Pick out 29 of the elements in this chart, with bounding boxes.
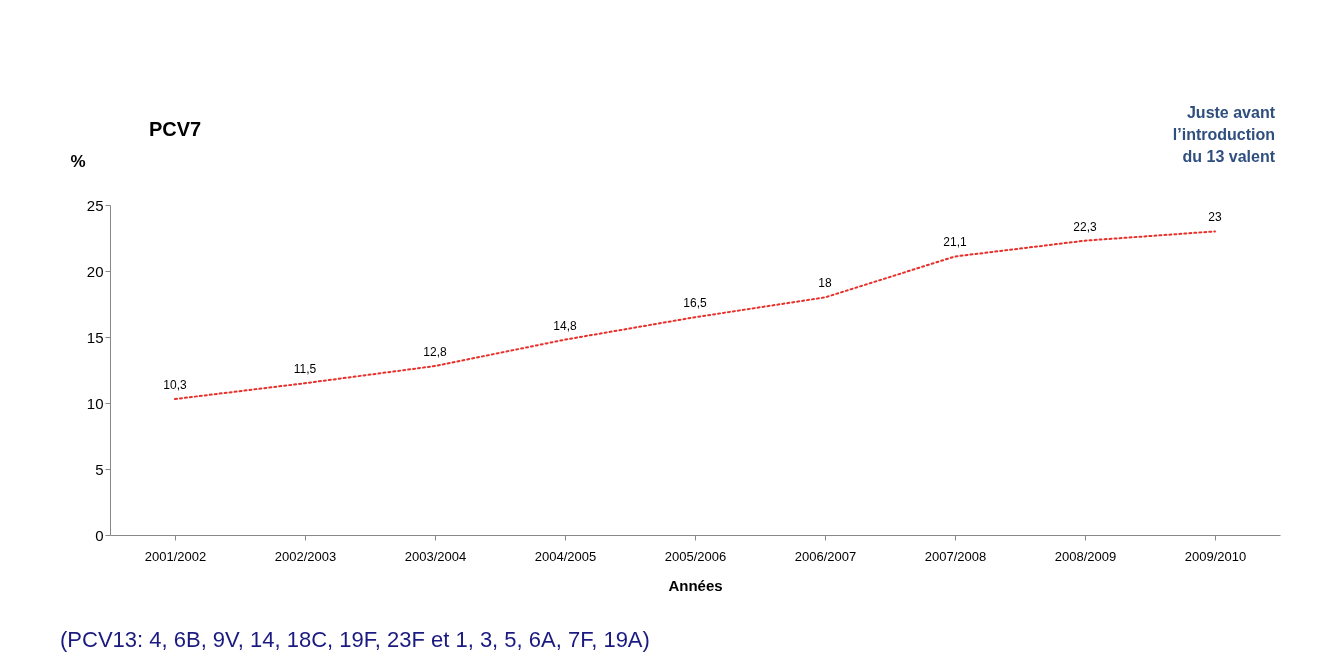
data-label: 14,8 — [553, 318, 577, 333]
x-tick-label: 2008/2009 — [1054, 548, 1117, 564]
x-tick-label: 2001/2002 — [144, 548, 207, 564]
y-tick-label: 5 — [95, 460, 104, 478]
x-axis-title: Années — [668, 576, 723, 594]
x-tick-label: 2005/2006 — [664, 548, 727, 564]
text: Juste avant l’introduction du 13 valent — [1172, 104, 1276, 165]
y-tick-label: 10 — [86, 394, 104, 412]
x-tick-label: 2007/2008 — [924, 548, 987, 564]
x-tick-label: 2003/2004 — [404, 548, 467, 564]
x-tick-label: 2009/2010 — [1184, 548, 1247, 564]
data-label: 18 — [818, 276, 832, 291]
y-tick-label: 20 — [86, 262, 104, 280]
data-label: 16,5 — [683, 296, 707, 311]
x-tick-label: 2002/2003 — [274, 548, 337, 564]
x-tick-label: 2004/2005 — [534, 548, 597, 564]
x-tick-label: 2006/2007 — [794, 548, 857, 564]
text: PCV7 — [148, 118, 202, 140]
data-label: 10,3 — [163, 378, 187, 393]
data-label: 22,3 — [1073, 219, 1097, 234]
data-label: 23 — [1208, 210, 1222, 225]
data-label: 21,1 — [943, 235, 967, 250]
y-tick-label: 0 — [95, 526, 104, 544]
data-label: 11,5 — [293, 362, 317, 377]
y-tick-label: 15 — [86, 328, 104, 346]
y-axis-title: % — [70, 151, 86, 171]
y-tick-label: 25 — [86, 196, 104, 214]
data-label: 12,8 — [423, 345, 447, 360]
text: (PCV13: 4, 6B, 9V, 14, 18C, 19F, 23F et 1, 3, 5, 6A, 7F, 19A) — [60, 627, 650, 652]
